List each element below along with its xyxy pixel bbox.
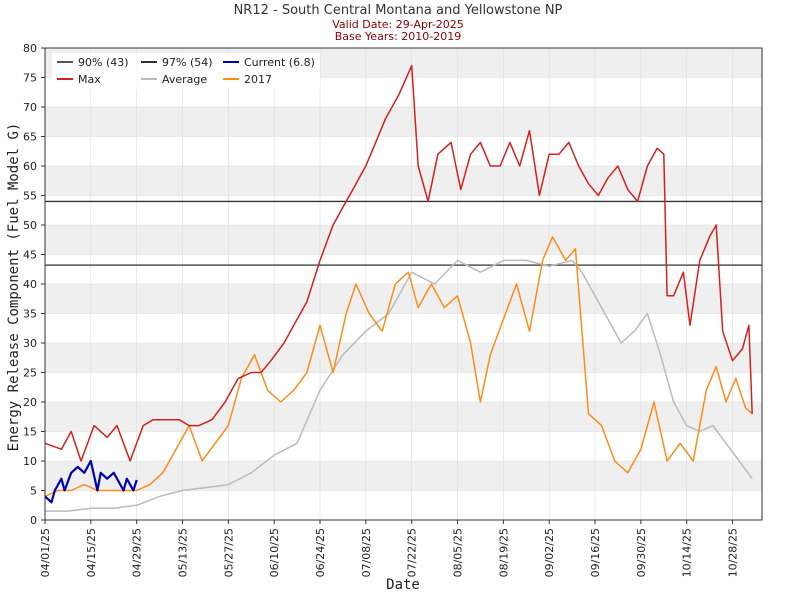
- y-axis-label: Energy Release Component (Fuel Model G): [6, 123, 22, 452]
- y-tick-label: 30: [23, 337, 37, 350]
- y-tick-label: 25: [23, 367, 37, 380]
- x-tick-label: 05/13/25: [177, 528, 190, 577]
- legend-label-2017: 2017: [244, 73, 272, 86]
- grid-band: [45, 284, 762, 314]
- series-lines: [44, 64, 753, 512]
- legend-label-max: Max: [78, 73, 101, 86]
- y-tick-label: 80: [23, 42, 37, 55]
- grid-band: [45, 225, 762, 255]
- x-tick-label: 10/14/25: [681, 528, 694, 577]
- y-tick-label: 5: [30, 485, 37, 498]
- y-tick-label: 20: [23, 396, 37, 409]
- threshold-lines: [45, 200, 762, 266]
- x-tick-labels: 04/01/25 04/15/25 04/29/25 05/13/25 05/27/25…: [39, 520, 740, 577]
- x-tick-label: 07/08/25: [360, 528, 373, 577]
- legend-label-current: Current (6.8): [244, 56, 315, 69]
- x-tick-label: 10/28/25: [727, 528, 740, 577]
- x-tick-label: 08/19/25: [497, 528, 510, 577]
- y-tick-label: 70: [23, 101, 37, 114]
- series-line-current-6-8: [44, 459, 138, 504]
- grid-band: [45, 107, 762, 137]
- legend-label-average: Average: [162, 73, 207, 86]
- x-tick-label: 05/27/25: [222, 528, 235, 577]
- y-tick-label: 75: [23, 72, 37, 85]
- grid-band: [45, 461, 762, 491]
- legend: 90% (43) 97% (54) Current (6.8) Max Aver…: [52, 53, 320, 89]
- legend-box: [52, 53, 320, 89]
- series-line-average: [45, 259, 753, 512]
- chart-subtitle-valid-date: Valid Date: 29-Apr-2025: [332, 18, 464, 31]
- chart-title: NR12 - South Central Montana and Yellows…: [234, 3, 563, 18]
- x-tick-label: 09/30/25: [635, 528, 648, 577]
- y-tick-label: 15: [23, 426, 37, 439]
- chart-subtitle-base-years: Base Years: 2010-2019: [335, 30, 461, 43]
- grid-band: [45, 166, 762, 196]
- y-tick-label: 0: [30, 514, 37, 527]
- x-tick-label: 07/22/25: [406, 528, 419, 577]
- y-tick-labels: 0 5 10 15 20 25 30 35 40 45 50 55 60 65 70 75 80: [23, 42, 45, 527]
- x-tick-label: 08/05/25: [452, 528, 465, 577]
- grid-band: [45, 343, 762, 373]
- series-line-2017: [44, 236, 753, 498]
- y-tick-label: 45: [23, 249, 37, 262]
- x-tick-label: 06/24/25: [314, 528, 327, 577]
- x-tick-label: 09/02/25: [543, 528, 556, 577]
- x-tick-label: 04/01/25: [39, 528, 52, 577]
- y-tick-label: 40: [23, 278, 37, 291]
- series-line-max: [44, 64, 753, 462]
- x-tick-label: 09/16/25: [589, 528, 602, 577]
- y-tick-label: 55: [23, 190, 37, 203]
- y-tick-label: 50: [23, 219, 37, 232]
- grid-band: [45, 402, 762, 432]
- x-tick-label: 04/29/25: [131, 528, 144, 577]
- legend-label-90: 90% (43): [78, 56, 129, 69]
- legend-label-97: 97% (54): [162, 56, 213, 69]
- plot-background: [45, 48, 762, 491]
- y-tick-label: 65: [23, 131, 37, 144]
- y-tick-label: 35: [23, 308, 37, 321]
- x-tick-label: 06/10/25: [268, 528, 281, 577]
- y-tick-label: 10: [23, 455, 37, 468]
- x-tick-label: 04/15/25: [85, 528, 98, 577]
- x-axis-label: Date: [386, 577, 420, 593]
- y-tick-label: 60: [23, 160, 37, 173]
